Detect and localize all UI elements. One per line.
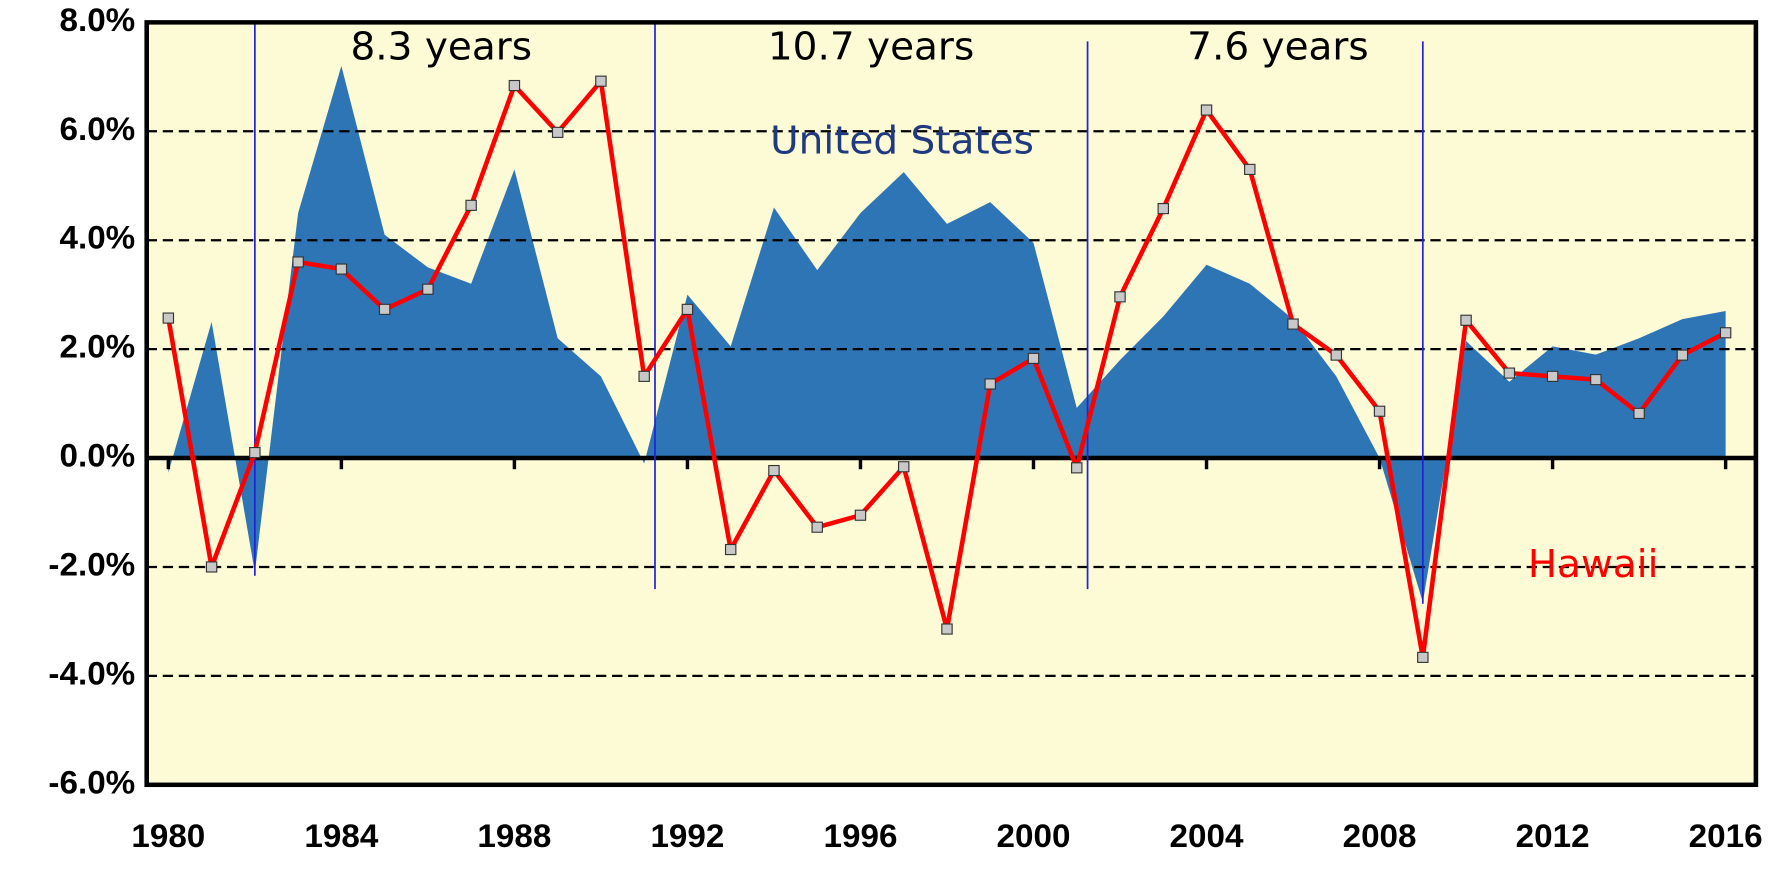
- x-tick-label: 1984: [304, 817, 379, 854]
- annotation: 8.3 years: [350, 25, 532, 69]
- marker: [1719, 327, 1732, 339]
- marker: [1676, 349, 1689, 361]
- y-tick-label: 8.0%: [59, 1, 135, 38]
- marker: [897, 461, 910, 473]
- marker: [1590, 374, 1602, 386]
- plot-border: [144, 20, 1759, 788]
- x-tick-label: 1996: [823, 817, 897, 854]
- y-tick-label: 2.0%: [59, 328, 135, 365]
- marker: [1503, 367, 1516, 379]
- marker: [1244, 163, 1256, 175]
- marker: [811, 521, 823, 533]
- marker: [681, 303, 694, 315]
- y-tick-label: -4.0%: [48, 655, 135, 692]
- marker: [205, 561, 218, 573]
- x-tick-label: 2012: [1516, 817, 1590, 854]
- x-tick-label: 2008: [1343, 817, 1417, 854]
- series-label: Hawaii: [1528, 543, 1659, 587]
- marker: [551, 126, 564, 138]
- marker: [941, 623, 953, 635]
- marker: [768, 464, 780, 477]
- marker: [1373, 405, 1386, 417]
- marker: [465, 199, 477, 211]
- marker: [1460, 314, 1472, 326]
- marker: [292, 256, 304, 268]
- marker: [854, 509, 867, 521]
- area: [168, 65, 1726, 603]
- marker: [1417, 651, 1429, 663]
- marker: [1546, 370, 1559, 382]
- x-tick-label: 1988: [477, 817, 551, 854]
- marker: [508, 79, 521, 92]
- marker: [1157, 203, 1170, 215]
- series-label: United States: [770, 119, 1034, 163]
- x-tick-label: 2016: [1689, 817, 1763, 854]
- y-tick-label: -2.0%: [48, 546, 135, 583]
- marker: [378, 303, 391, 315]
- y-tick-label: 6.0%: [59, 110, 135, 147]
- marker: [595, 75, 607, 87]
- marker: [249, 447, 261, 459]
- marker: [1027, 352, 1040, 364]
- marker: [1633, 407, 1645, 419]
- marker: [638, 370, 650, 382]
- x-tick-label: 2004: [1170, 817, 1245, 854]
- y-tick-label: -6.0%: [48, 764, 135, 801]
- x-tick-label: 1992: [650, 817, 724, 854]
- y-tick-label: 0.0%: [59, 437, 135, 474]
- marker: [984, 378, 996, 390]
- annotation: 10.7 years: [768, 25, 974, 69]
- x-tick-label: 1980: [131, 817, 205, 854]
- marker: [335, 263, 348, 275]
- marker: [162, 312, 175, 324]
- annotation: 7.6 years: [1187, 25, 1369, 69]
- marker: [1287, 318, 1299, 330]
- marker: [1330, 349, 1343, 361]
- marker: [724, 543, 737, 556]
- marker: [422, 283, 434, 295]
- marker: [1071, 462, 1083, 474]
- marker: [1114, 291, 1126, 303]
- x-tick-label: 2000: [997, 817, 1071, 854]
- marker: [1200, 104, 1213, 116]
- y-tick-label: 4.0%: [59, 219, 135, 256]
